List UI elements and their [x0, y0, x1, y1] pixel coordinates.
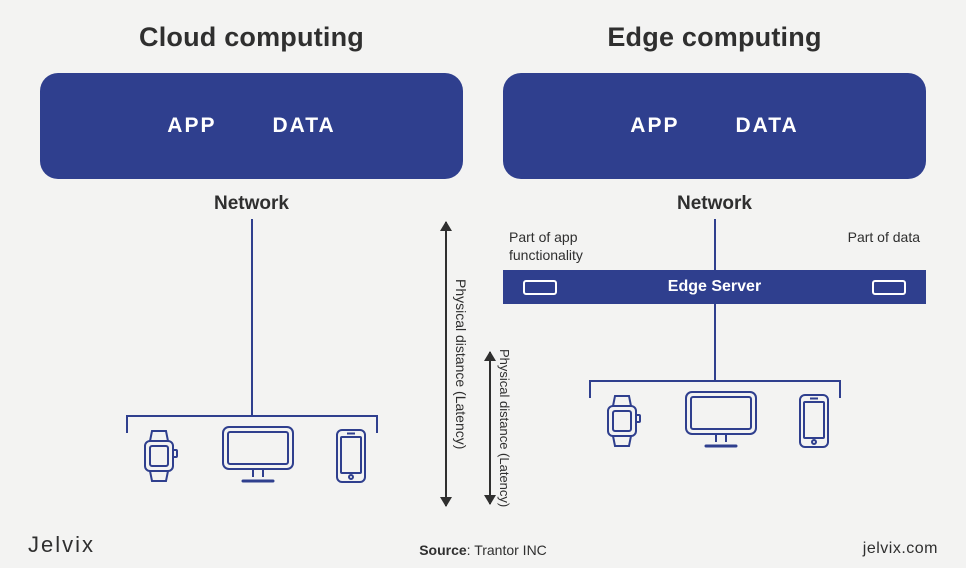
edge-server-label: Edge Server	[668, 278, 761, 296]
chip-icon	[872, 280, 906, 295]
edge-server-bar: Edge Server	[503, 270, 926, 304]
columns: Cloud computing APP DATA Network	[40, 18, 926, 568]
edge-column: Edge computing APP DATA Network Part of …	[503, 18, 926, 568]
cloud-app-label: APP	[167, 114, 216, 138]
source-prefix: Source	[419, 542, 466, 558]
arrow-shaft	[445, 222, 447, 506]
edge-sub-left: Part of app functionality	[509, 229, 629, 264]
edge-sub-right: Part of data	[848, 229, 920, 264]
edge-appdata-box: APP DATA	[503, 73, 926, 179]
edge-latency-label: Physical distance (Latency)	[497, 349, 512, 507]
cloud-title: Cloud computing	[139, 22, 364, 53]
edge-sublabels: Part of app functionality Part of data	[503, 229, 926, 264]
source-line: Source: Trantor INC	[0, 542, 966, 558]
cloud-latency-arrow: Physical distance (Latency)	[445, 222, 469, 506]
source-value: Trantor INC	[474, 542, 547, 558]
cloud-connector	[251, 219, 253, 415]
phone-icon	[333, 427, 369, 485]
edge-title: Edge computing	[607, 22, 821, 53]
cloud-appdata-box: APP DATA	[40, 73, 463, 179]
watch-icon	[135, 427, 183, 485]
cloud-devices	[135, 423, 369, 485]
cloud-network-label: Network	[214, 193, 289, 215]
watch-icon	[598, 392, 646, 450]
footer: Jelvix Source: Trantor INC jelvix.com	[0, 532, 966, 558]
chip-icon	[523, 280, 557, 295]
edge-latency-arrow: Physical distance (Latency)	[489, 352, 512, 504]
desktop-icon	[682, 388, 760, 450]
diagram-root: Cloud computing APP DATA Network	[0, 0, 966, 568]
phone-icon	[796, 392, 832, 450]
cloud-data-label: DATA	[272, 114, 335, 138]
cloud-column: Cloud computing APP DATA Network	[40, 18, 463, 568]
desktop-icon	[219, 423, 297, 485]
edge-devices	[598, 388, 832, 450]
edge-network-label: Network	[677, 193, 752, 215]
edge-app-label: APP	[630, 114, 679, 138]
cloud-latency-label: Physical distance (Latency)	[453, 279, 469, 449]
cloud-device-branch	[126, 415, 378, 417]
edge-data-label: DATA	[735, 114, 798, 138]
edge-device-branch	[589, 380, 841, 382]
arrow-shaft	[489, 352, 491, 504]
